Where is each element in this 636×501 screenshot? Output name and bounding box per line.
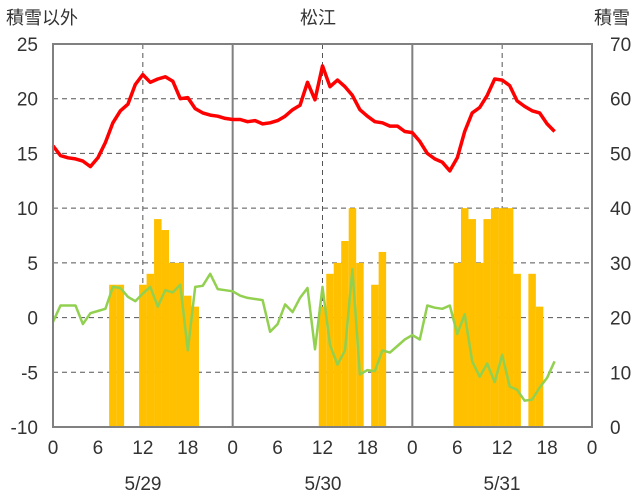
snow-bar [371,284,379,427]
left-tick-label: 5 [27,254,38,275]
snow-bar [326,273,334,427]
day-label-1: 5/29 [125,474,162,495]
chart-title: 松江 [300,8,336,29]
plot-frame [52,43,593,428]
day-label-2: 5/30 [305,474,342,495]
snow-bar [356,262,364,427]
left-tick-label: 10 [17,199,38,220]
x-tick-label: 18 [537,438,558,459]
snow-bar [318,306,327,427]
snow-bar [535,306,544,427]
bars-layer [109,208,544,427]
snow-bar [109,284,117,427]
left-tick-label: 20 [17,90,38,111]
left-tick-label: -5 [21,363,38,384]
day-label-3: 5/31 [484,474,521,495]
x-tick-label: 18 [357,438,378,459]
right-tick-label: 60 [610,90,631,111]
left-axis-label: 積雪以外 [6,8,78,29]
left-tick-label: -10 [11,418,38,439]
snow-bar [176,262,185,427]
snow-bar [139,284,147,427]
snow-bar [169,262,177,427]
snow-bar [161,230,170,427]
snow-bar [146,273,155,427]
x-tick-label: 6 [93,438,104,459]
right-tick-label: 30 [610,254,631,275]
right-tick-label: 20 [610,309,631,330]
x-tick-label: 6 [452,438,463,459]
left-tick-label: 0 [27,309,38,330]
snow-bar [333,262,342,427]
right-tick-label: 10 [610,363,631,384]
right-tick-label: 70 [610,35,631,56]
snow-bar [475,262,484,427]
green-series-line [51,268,556,402]
red-series-line [51,64,556,173]
snow-bar [490,208,499,427]
x-tick-label: 18 [177,438,198,459]
x-tick-label: 0 [48,438,59,459]
snow-bar [184,295,192,427]
x-tick-label: 12 [492,438,513,459]
right-tick-label: 0 [610,418,621,439]
right-axis-label: 積雪 [594,8,630,29]
left-tick-label: 15 [17,144,38,165]
right-tick-label: 40 [610,199,631,220]
snow-bar [348,208,357,427]
x-tick-label: 12 [132,438,153,459]
snow-bar [341,240,349,427]
snow-bar [116,284,125,427]
snow-bar [528,273,536,427]
left-tick-label: 25 [17,35,38,56]
snow-bar [191,306,199,427]
snow-bar [498,208,506,427]
snow-bar [483,219,491,427]
snow-bar [154,219,162,427]
snow-bar [505,208,514,427]
snow-bar [468,219,476,427]
x-tick-label: 12 [312,438,333,459]
snow-bar [513,273,521,427]
lines-layer [51,64,556,402]
snow-bar [378,251,387,427]
x-tick-label: 6 [272,438,283,459]
x-tick-label: 0 [407,438,418,459]
x-tick-label: 0 [587,438,598,459]
x-tick-label: 0 [227,438,238,459]
snow-bar [453,262,461,427]
right-tick-label: 50 [610,144,631,165]
